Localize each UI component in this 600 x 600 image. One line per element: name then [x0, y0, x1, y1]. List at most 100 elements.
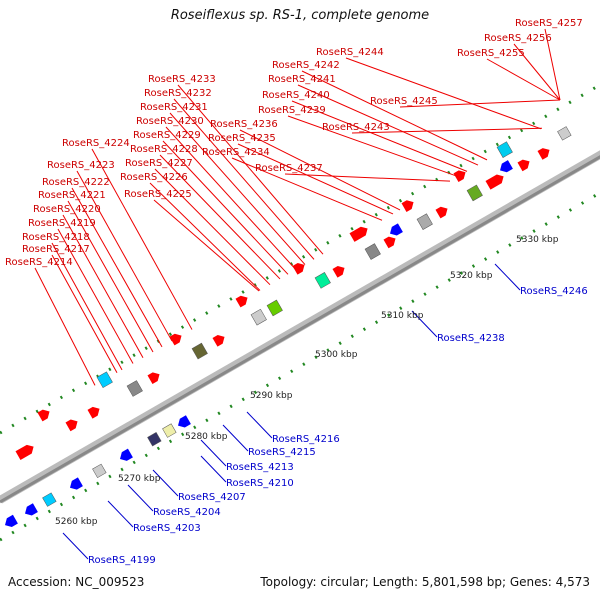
- forward-gene-arrow[interactable]: [37, 407, 53, 422]
- forward-gene-label[interactable]: RoseRS_4235: [208, 133, 276, 144]
- scale-label: 5310 kbp: [381, 311, 424, 321]
- forward-leader-lines: [34, 28, 561, 386]
- forward-gene-label[interactable]: RoseRS_4255: [457, 48, 525, 59]
- forward-gene-arrow[interactable]: [332, 263, 348, 278]
- forward-gene-arrow[interactable]: [416, 213, 433, 230]
- forward-gene-label[interactable]: RoseRS_4218: [22, 232, 90, 243]
- reverse-gene-labels: RoseRS_4199 RoseRS_4203 RoseRS_4204 RoseRS_…: [88, 286, 588, 566]
- forward-gene-label[interactable]: RoseRS_4234: [202, 147, 270, 158]
- forward-gene-arrow[interactable]: [235, 293, 251, 308]
- forward-gene-arrow[interactable]: [314, 272, 331, 289]
- forward-gene-arrow[interactable]: [496, 141, 513, 158]
- forward-gene-arrow[interactable]: [169, 331, 185, 346]
- reverse-gene-label[interactable]: RoseRS_4213: [226, 462, 294, 473]
- forward-gene-label[interactable]: RoseRS_4226: [120, 172, 188, 183]
- forward-gene-label[interactable]: RoseRS_4223: [47, 160, 115, 171]
- reverse-gene-label[interactable]: RoseRS_4246: [520, 286, 588, 297]
- forward-gene-label[interactable]: RoseRS_4222: [42, 177, 110, 188]
- reverse-gene-arrow[interactable]: [3, 514, 18, 530]
- outer-tick-ring: [0, 83, 600, 435]
- forward-gene-label[interactable]: RoseRS_4225: [124, 189, 192, 200]
- scale-labels: 5260 kbp 5270 kbp 5280 kbp 5290 kbp 5300 kbp…: [55, 235, 559, 527]
- forward-gene-arrow[interactable]: [383, 234, 399, 249]
- reverse-gene-arrow[interactable]: [23, 503, 38, 518]
- reverse-gene-arrow[interactable]: [118, 448, 133, 464]
- forward-gene-arrow[interactable]: [65, 417, 81, 432]
- forward-gene-label[interactable]: RoseRS_4220: [33, 204, 101, 215]
- forward-gene-label[interactable]: RoseRS_4243: [322, 122, 390, 133]
- forward-gene-label[interactable]: RoseRS_4217: [22, 244, 90, 255]
- reverse-gene-label[interactable]: RoseRS_4199: [88, 555, 156, 566]
- forward-gene-arrow[interactable]: [517, 157, 533, 172]
- scale-label: 5270 kbp: [118, 474, 161, 484]
- forward-gene-arrow[interactable]: [401, 198, 417, 212]
- forward-gene-arrow[interactable]: [364, 243, 381, 260]
- forward-gene-arrow[interactable]: [466, 184, 483, 202]
- reverse-gene-label[interactable]: RoseRS_4207: [178, 492, 246, 503]
- scale-label: 5290 kbp: [250, 391, 293, 401]
- forward-gene-arrow[interactable]: [87, 404, 103, 419]
- reverse-gene-arrow[interactable]: [498, 160, 513, 175]
- forward-gene-label[interactable]: RoseRS_4232: [144, 88, 212, 99]
- forward-feature-track: [15, 141, 553, 460]
- reverse-gene-label[interactable]: RoseRS_4238: [437, 333, 505, 344]
- forward-gene-arrow[interactable]: [126, 380, 143, 397]
- forward-gene-arrow[interactable]: [15, 442, 37, 460]
- genome-backbone: [0, 150, 600, 504]
- forward-gene-label[interactable]: RoseRS_4221: [38, 190, 106, 201]
- forward-gene-label[interactable]: RoseRS_4240: [262, 90, 330, 101]
- forward-gene-label[interactable]: RoseRS_4239: [258, 105, 326, 116]
- forward-gene-label[interactable]: RoseRS_4214: [5, 257, 73, 268]
- reverse-gene-label[interactable]: RoseRS_4203: [133, 523, 201, 534]
- forward-gene-label[interactable]: RoseRS_4229: [133, 130, 201, 141]
- forward-gene-arrow[interactable]: [349, 224, 371, 242]
- reverse-gene-arrow[interactable]: [68, 477, 83, 492]
- forward-gene-label[interactable]: RoseRS_4244: [316, 47, 384, 58]
- reverse-gene-label[interactable]: RoseRS_4204: [153, 507, 221, 518]
- accession-text: Accession: NC_009523: [8, 575, 145, 589]
- forward-gene-label[interactable]: RoseRS_4230: [136, 116, 204, 127]
- forward-gene-label[interactable]: RoseRS_4228: [130, 144, 198, 155]
- forward-gene-arrow[interactable]: [435, 204, 451, 219]
- reverse-gene-arrow[interactable]: [162, 423, 177, 438]
- forward-gene-label[interactable]: RoseRS_4241: [268, 74, 336, 85]
- forward-gene-arrow[interactable]: [212, 333, 228, 347]
- forward-gene-arrow[interactable]: [191, 342, 208, 360]
- scale-label: 5300 kbp: [315, 350, 358, 360]
- forward-gene-label[interactable]: RoseRS_4219: [28, 218, 96, 229]
- forward-gene-label[interactable]: RoseRS_4236: [210, 119, 278, 130]
- reverse-gene-label[interactable]: RoseRS_4210: [226, 478, 294, 489]
- map-title: Roseiflexus sp. RS-1, complete genome: [170, 8, 430, 23]
- forward-gene-label[interactable]: RoseRS_4256: [484, 33, 552, 44]
- reverse-leader-lines: [62, 263, 521, 560]
- forward-gene-arrow[interactable]: [485, 172, 507, 190]
- reverse-gene-arrow[interactable]: [147, 432, 162, 447]
- forward-gene-arrow[interactable]: [266, 299, 283, 317]
- scale-label: 5260 kbp: [55, 517, 98, 527]
- forward-gene-label[interactable]: RoseRS_4257: [515, 18, 583, 29]
- forward-gene-label[interactable]: RoseRS_4245: [370, 96, 438, 107]
- forward-gene-arrow[interactable]: [537, 146, 553, 160]
- reverse-gene-arrow[interactable]: [92, 463, 107, 479]
- forward-gene-label[interactable]: RoseRS_4231: [140, 102, 208, 113]
- forward-gene-label[interactable]: RoseRS_4224: [62, 138, 130, 149]
- scale-label: 5280 kbp: [185, 432, 228, 442]
- reverse-gene-label[interactable]: RoseRS_4215: [248, 447, 316, 458]
- reverse-gene-arrow[interactable]: [388, 223, 403, 238]
- forward-gene-arrow[interactable]: [453, 168, 469, 183]
- forward-gene-arrow[interactable]: [147, 370, 163, 385]
- forward-gene-arrow[interactable]: [250, 308, 267, 326]
- reverse-gene-label[interactable]: RoseRS_4216: [272, 434, 340, 445]
- forward-gene-arrow[interactable]: [96, 371, 113, 389]
- reverse-gene-arrow[interactable]: [176, 415, 191, 430]
- reverse-gene-arrow[interactable]: [557, 126, 572, 141]
- forward-gene-arrow[interactable]: [292, 260, 308, 275]
- scale-label: 5320 kbp: [450, 271, 493, 281]
- forward-gene-label[interactable]: RoseRS_4242: [272, 60, 340, 71]
- forward-gene-label[interactable]: RoseRS_4237: [255, 163, 323, 174]
- forward-gene-label[interactable]: RoseRS_4227: [125, 158, 193, 169]
- reverse-gene-arrow[interactable]: [42, 492, 57, 507]
- forward-gene-label[interactable]: RoseRS_4233: [148, 74, 216, 85]
